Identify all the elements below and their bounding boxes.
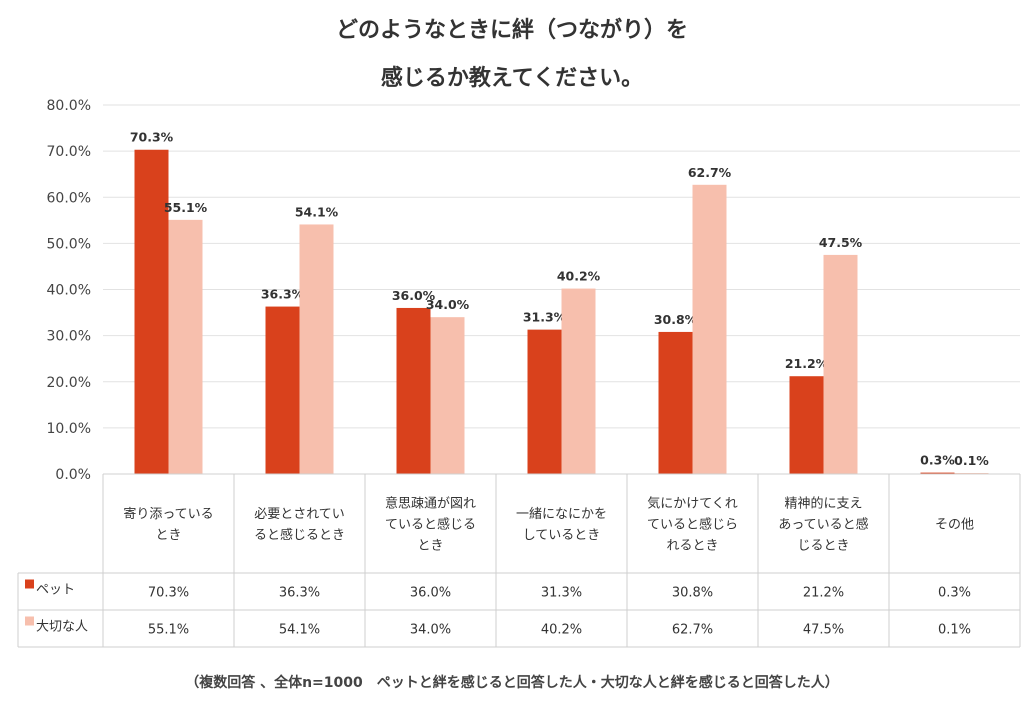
bar-important-person — [168, 219, 203, 474]
chart-title-line2: 感じるか教えてください。 — [380, 66, 644, 91]
table-cell-value: 30.8% — [672, 586, 713, 601]
table-cell-value: 54.1% — [279, 623, 320, 638]
table-cell-value: 0.3% — [938, 586, 971, 601]
table-cell-value: 62.7% — [672, 623, 713, 638]
data-label: 55.1% — [164, 200, 208, 215]
y-tick-label: 20.0% — [47, 375, 91, 391]
data-label: 36.3% — [261, 287, 305, 302]
data-label: 62.7% — [688, 165, 732, 180]
bar-pet — [527, 329, 562, 474]
y-tick-label: 50.0% — [47, 236, 91, 252]
bar-pet — [265, 306, 300, 474]
category-label: 意思疎通が図れ — [385, 496, 476, 512]
category-label: あっていると感 — [778, 517, 868, 533]
y-tick-label: 40.0% — [47, 283, 91, 299]
table-cell-value: 0.1% — [938, 623, 971, 638]
category-label: 精神的に支え — [784, 496, 862, 512]
category-label: 一緒になにかを — [516, 507, 607, 522]
legend-label: ペット — [36, 583, 75, 598]
bar-important-person — [561, 288, 596, 474]
table-cell-value: 31.3% — [541, 586, 582, 601]
data-label: 40.2% — [557, 269, 601, 284]
data-label: 21.2% — [785, 356, 829, 371]
y-tick-label: 70.0% — [47, 144, 91, 160]
y-tick-label: 30.0% — [47, 329, 91, 345]
category-label: れるとき — [666, 539, 718, 554]
category-label: とき — [417, 539, 443, 554]
bar-important-person — [823, 254, 858, 474]
bar-pet — [134, 149, 169, 474]
bar-pet — [396, 307, 431, 474]
category-label: 必要とされてい — [254, 507, 345, 522]
bar-important-person — [299, 224, 334, 474]
category-label: しているとき — [523, 528, 601, 543]
bar-pet — [920, 472, 955, 474]
category-label: 気にかけてくれ — [647, 496, 738, 512]
data-label: 54.1% — [295, 204, 339, 219]
category-label: ていると感じら — [647, 517, 738, 533]
table-cell-value: 21.2% — [803, 586, 844, 601]
bar-pet — [658, 331, 693, 474]
y-tick-label: 80.0% — [47, 98, 91, 114]
legend-swatch — [25, 616, 34, 626]
bar-pet — [789, 376, 824, 474]
data-label: 30.8% — [654, 312, 698, 327]
data-label: 36.0% — [392, 288, 436, 303]
category-label: その他 — [935, 518, 974, 533]
legend-label: 大切な人 — [36, 620, 88, 635]
data-label: 0.1% — [954, 453, 989, 468]
table-cell-value: 36.0% — [410, 586, 451, 601]
data-label: 70.3% — [130, 130, 174, 145]
data-label: 0.3% — [920, 453, 955, 468]
y-tick-label: 0.0% — [55, 467, 91, 483]
data-label: 34.0% — [426, 297, 470, 312]
table-cell-value: 47.5% — [803, 623, 844, 638]
y-tick-label: 60.0% — [47, 190, 91, 206]
category-label: とき — [155, 528, 181, 543]
bar-important-person — [430, 317, 465, 474]
table-cell-value: 34.0% — [410, 623, 451, 638]
data-label: 31.3% — [523, 310, 567, 325]
category-label: ると感じるとき — [254, 527, 345, 543]
table-cell-value: 36.3% — [279, 586, 320, 601]
y-tick-label: 10.0% — [47, 421, 91, 437]
category-label: ていると感じる — [385, 517, 476, 533]
category-label: じるとき — [797, 539, 849, 554]
chart-title-line1: どのようなときに絆（つながり）を — [335, 18, 688, 43]
table-cell-value: 70.3% — [148, 586, 189, 601]
table-cell-value: 40.2% — [541, 623, 582, 638]
footnote: （複数回答 、全体n=1000 ペットと絆を感じると回答した人・大切な人と絆を感… — [185, 675, 839, 691]
legend-swatch — [25, 579, 34, 589]
category-label: 寄り添っている — [123, 506, 213, 522]
bar-important-person — [692, 184, 727, 474]
data-label: 47.5% — [819, 235, 863, 250]
table-cell-value: 55.1% — [148, 623, 189, 638]
